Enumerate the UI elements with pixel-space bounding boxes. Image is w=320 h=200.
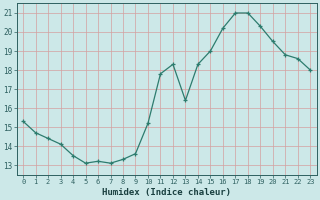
X-axis label: Humidex (Indice chaleur): Humidex (Indice chaleur) bbox=[102, 188, 231, 197]
